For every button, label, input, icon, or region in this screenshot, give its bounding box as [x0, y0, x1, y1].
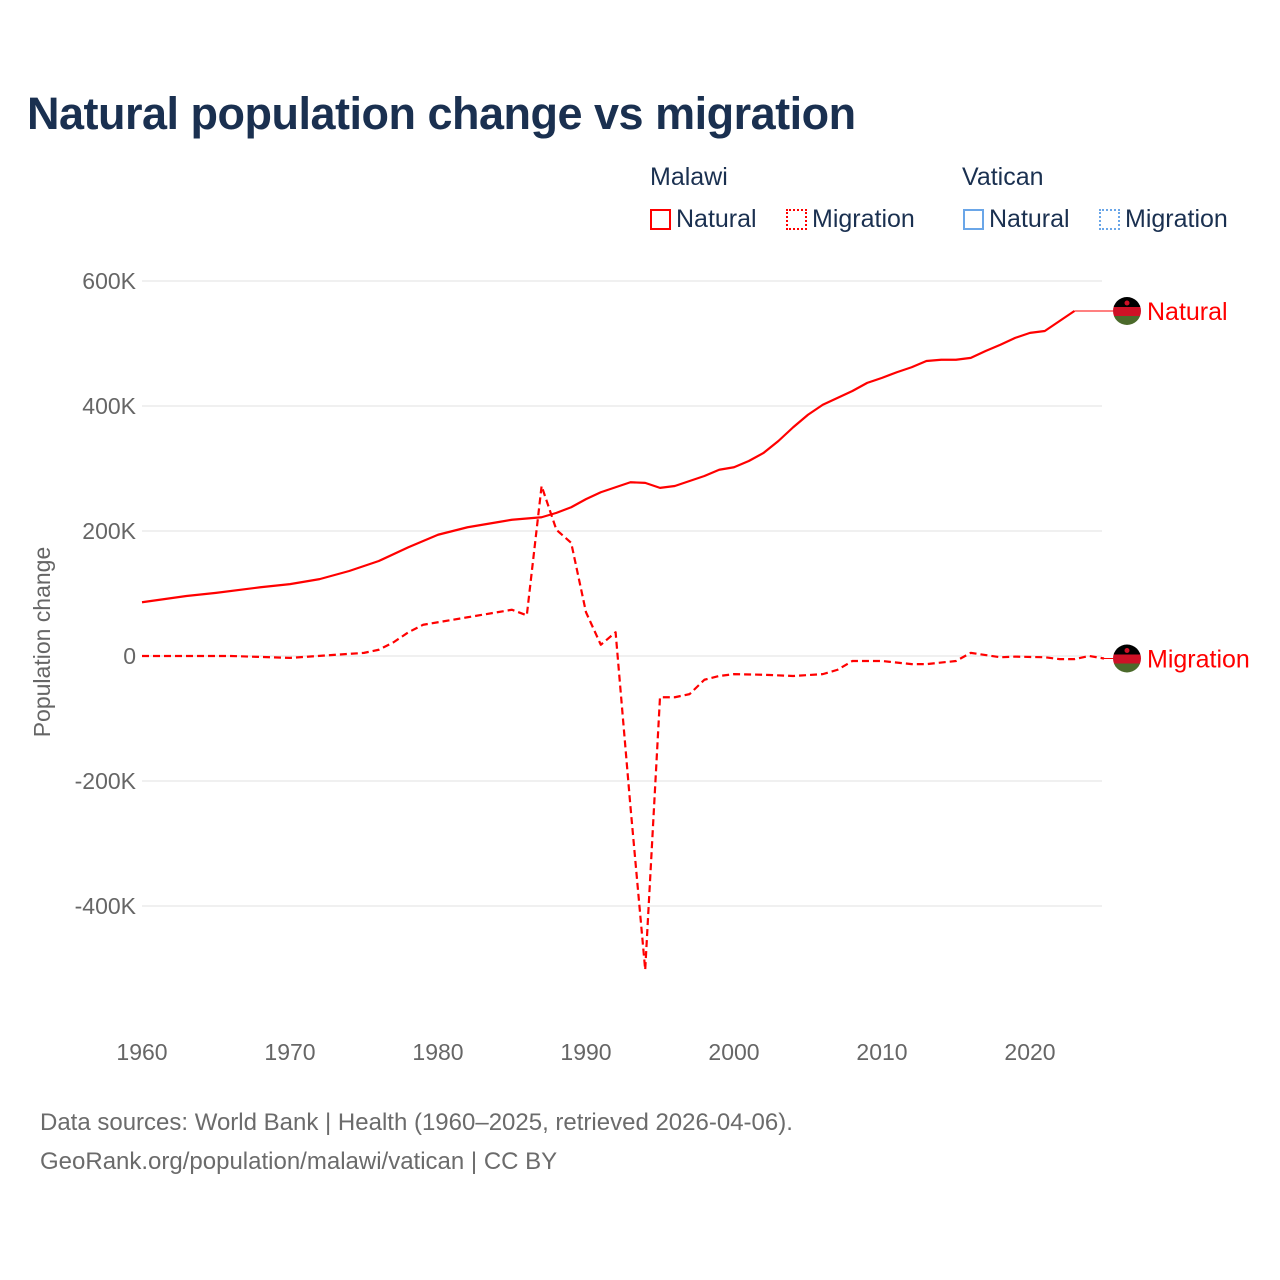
legend-malawi-natural[interactable]: Natural [650, 205, 757, 234]
x-tick-label: 1980 [412, 1039, 463, 1065]
end-label-migration: Migration [1147, 646, 1250, 674]
legend-group-vatican: Vatican [962, 163, 1044, 191]
x-tick-label: 1960 [116, 1039, 167, 1065]
dotted-swatch-icon [786, 209, 807, 230]
x-tick-label: 1970 [264, 1039, 315, 1065]
y-tick-label: -200K [75, 768, 137, 794]
x-tick-label: 2020 [1004, 1039, 1055, 1065]
legend-group-malawi: Malawi [650, 163, 728, 191]
footer-sources: Data sources: World Bank | Health (1960–… [40, 1109, 793, 1136]
legend-malawi-migration[interactable]: Migration [786, 205, 915, 234]
x-tick-label: 2000 [708, 1039, 759, 1065]
x-tick-label: 1990 [560, 1039, 611, 1065]
solid-swatch-icon [650, 209, 671, 230]
y-tick-label: 200K [82, 518, 136, 544]
plot-area: 600K 400K 200K 0 -200K -400K 1960 1970 1980 1990 2… [29, 268, 1250, 1065]
legend-vatican-natural[interactable]: Natural [963, 205, 1070, 234]
legend-label: Migration [1125, 205, 1228, 233]
malawi-flag-icon [1113, 644, 1141, 673]
legend-label: Natural [676, 205, 757, 233]
legend-label: Natural [989, 205, 1070, 233]
y-tick-label: 0 [123, 643, 136, 669]
x-tick-label: 2010 [856, 1039, 907, 1065]
series-line-natural [141, 310, 1076, 604]
legend-vatican-migration[interactable]: Migration [1099, 205, 1228, 234]
footer-credit[interactable]: GeoRank.org/population/malawi/vatican | … [40, 1148, 558, 1175]
solid-swatch-icon [963, 209, 984, 230]
malawi-flag-icon [1113, 297, 1141, 325]
y-tick-label: 400K [82, 393, 136, 419]
series-line-migration [142, 484, 1105, 971]
legend-label: Migration [812, 205, 915, 233]
dotted-swatch-icon [1099, 209, 1120, 230]
y-axis-label: Population change [29, 547, 55, 738]
y-tick-label: -400K [75, 893, 137, 919]
chart-title: Natural population change vs migration [27, 88, 856, 139]
end-label-natural: Natural [1147, 298, 1228, 326]
y-tick-label: 600K [82, 268, 136, 294]
